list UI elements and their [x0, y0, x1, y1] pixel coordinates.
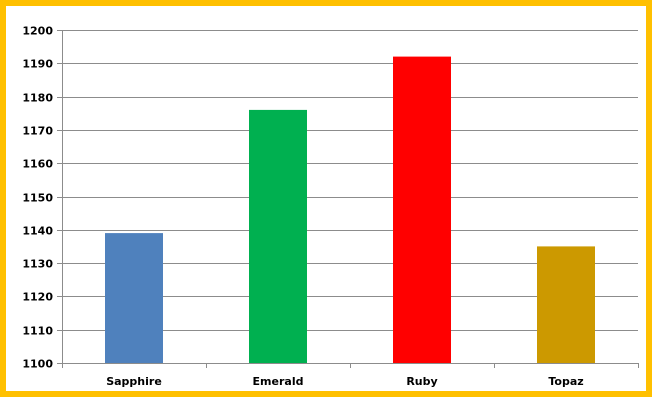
bar-ruby — [393, 56, 451, 363]
y-tick-label: 1130 — [22, 258, 53, 271]
bars — [105, 56, 595, 364]
x-tick-label: Sapphire — [106, 375, 162, 388]
y-tick-label: 1180 — [22, 92, 53, 105]
y-tick-label: 1110 — [22, 325, 53, 338]
y-tick-labels: 1100 1110 1120 1130 1140 1150 1160 1170 1180 1190… — [22, 25, 53, 371]
y-tick-label: 1140 — [22, 225, 53, 238]
x-tick-label: Emerald — [253, 375, 304, 388]
bar-sapphire — [105, 233, 163, 363]
y-tick-label: 1120 — [22, 291, 53, 304]
y-tick-label: 1190 — [22, 58, 53, 71]
axes — [57, 30, 639, 368]
bar-emerald — [249, 109, 307, 364]
y-tick-label: 1200 — [22, 25, 53, 38]
y-tick-label: 1100 — [22, 358, 53, 371]
bar-topaz — [537, 246, 595, 363]
y-tick-label: 1170 — [22, 125, 53, 138]
x-tick-labels: Sapphire Emerald Ruby Topaz — [106, 375, 583, 388]
y-tick-label: 1160 — [22, 158, 53, 171]
y-tick-label: 1150 — [22, 192, 53, 205]
x-tick-label: Topaz — [548, 375, 583, 388]
x-tick-label: Ruby — [406, 375, 437, 388]
